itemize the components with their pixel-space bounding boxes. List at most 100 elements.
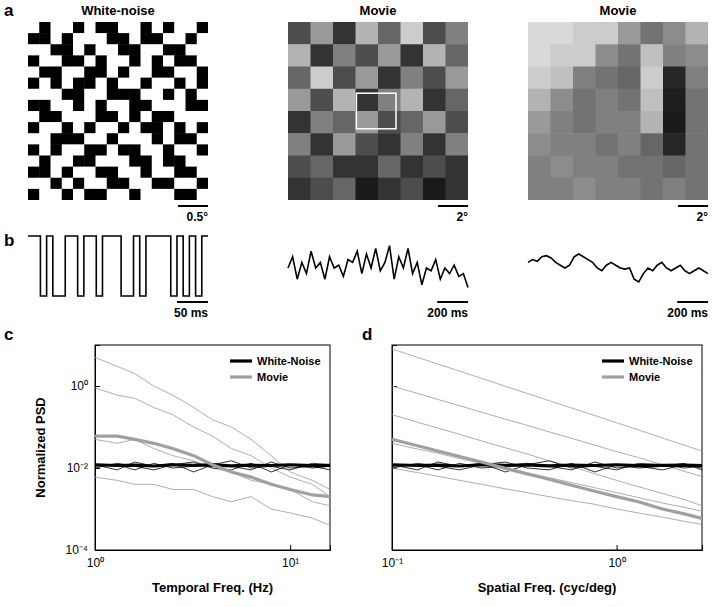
cell (96, 167, 108, 179)
cell (28, 67, 40, 79)
cell (51, 33, 63, 45)
cell (186, 89, 198, 101)
cell (107, 144, 119, 156)
cell (152, 22, 164, 34)
cell (663, 133, 686, 156)
cell (118, 33, 130, 45)
tick: 10¹ (282, 545, 299, 570)
cell (186, 122, 198, 134)
cell (107, 156, 119, 168)
cell (596, 156, 619, 179)
cell (163, 78, 175, 90)
cell (62, 33, 74, 45)
cell (618, 89, 641, 112)
cell (39, 22, 51, 34)
cell (62, 44, 74, 56)
cell (141, 67, 153, 79)
scale-bar (438, 205, 468, 207)
cell (51, 133, 63, 145)
legend-swatch (602, 375, 624, 378)
cell (129, 122, 141, 134)
cell (356, 156, 379, 179)
cell (573, 111, 596, 134)
cell (129, 78, 141, 90)
cell (118, 178, 130, 190)
cell (551, 178, 574, 200)
cell (686, 111, 709, 134)
cell (62, 89, 74, 101)
cell (186, 44, 198, 56)
cell (288, 178, 311, 200)
cell (596, 133, 619, 156)
cell (118, 144, 130, 156)
cell (686, 22, 709, 45)
scale-bar (177, 301, 208, 303)
cell (152, 189, 164, 200)
axis-line (96, 346, 101, 551)
cell (51, 178, 63, 190)
cell (641, 22, 664, 45)
cell (618, 156, 641, 179)
cell (107, 55, 119, 67)
cell (641, 133, 664, 156)
cell (39, 144, 51, 156)
cell (618, 67, 641, 90)
cell (174, 156, 186, 168)
cell (141, 167, 153, 179)
cell (197, 111, 208, 123)
panel-label: a (4, 1, 14, 20)
cell (84, 44, 96, 56)
cell (96, 44, 108, 56)
cell (356, 133, 379, 156)
cell (197, 189, 208, 200)
cell (141, 78, 153, 90)
cell (152, 33, 164, 45)
highlight-box (356, 93, 396, 129)
cell (174, 89, 186, 101)
cell (39, 122, 51, 134)
cell (311, 67, 334, 90)
cell (174, 189, 186, 200)
panel-7: d10⁻¹10⁰Spatial Freq. (cyc/deg)White-Noi… (362, 325, 703, 595)
cell (596, 44, 619, 67)
cell (73, 122, 85, 134)
cell (596, 178, 619, 200)
cell (118, 44, 130, 56)
cell (152, 89, 164, 101)
cell (401, 89, 424, 112)
cell (528, 178, 551, 200)
cell (62, 100, 74, 112)
cell (551, 111, 574, 134)
panel-label: b (4, 231, 14, 250)
cell (118, 67, 130, 79)
cell (107, 178, 119, 190)
cell (641, 111, 664, 134)
cell (84, 111, 96, 123)
scale-bar (437, 301, 468, 303)
cell (39, 100, 51, 112)
cell (28, 189, 40, 200)
cell (378, 111, 401, 134)
cell (663, 22, 686, 45)
cell (62, 22, 74, 34)
cell (84, 133, 96, 145)
cell (152, 100, 164, 112)
tick-mark (617, 545, 618, 550)
cell (28, 78, 40, 90)
cell (174, 167, 186, 179)
cell (62, 133, 74, 145)
tick-mark (95, 386, 100, 387)
tick: 10⁻⁴ (65, 543, 100, 557)
cell (596, 22, 619, 45)
cell (163, 156, 175, 168)
legend-swatch (230, 375, 252, 378)
cell (333, 89, 356, 112)
cell (663, 44, 686, 67)
series-group (392, 349, 702, 524)
cell (107, 78, 119, 90)
cell (423, 133, 446, 156)
cell (311, 156, 334, 179)
cell (84, 100, 96, 112)
cell (118, 55, 130, 67)
cell (423, 178, 446, 200)
